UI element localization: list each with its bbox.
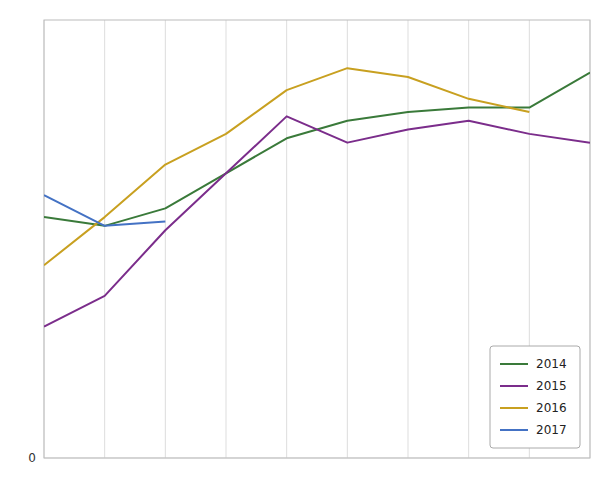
series-line — [44, 195, 165, 226]
legend-swatch — [500, 385, 528, 387]
series-line — [44, 73, 590, 226]
x-grid-line — [165, 20, 166, 458]
legend-label: 2015 — [536, 379, 567, 393]
x-grid-line — [286, 20, 287, 458]
x-grid-line — [468, 20, 469, 458]
y-tick-label: 0 — [28, 451, 36, 465]
legend-swatch — [500, 363, 528, 365]
series-line — [44, 68, 529, 265]
legend-label: 2016 — [536, 401, 567, 415]
plot-frame — [44, 20, 590, 458]
lines — [44, 68, 590, 326]
grid — [44, 20, 590, 458]
plot-background — [44, 20, 590, 458]
x-grid-line — [226, 20, 227, 458]
x-grid-line — [408, 20, 409, 458]
legend-label: 2017 — [536, 423, 567, 437]
x-grid-line — [347, 20, 348, 458]
chart: 0 2014 2015 2016 2017 — [0, 0, 610, 488]
legend-label: 2014 — [536, 357, 567, 371]
x-grid-line — [104, 20, 105, 458]
legend-box — [490, 346, 580, 448]
legend-swatch — [500, 407, 528, 409]
series-line — [44, 116, 590, 326]
legend: 2014 2015 2016 2017 — [490, 346, 580, 448]
legend-swatch — [500, 429, 528, 431]
